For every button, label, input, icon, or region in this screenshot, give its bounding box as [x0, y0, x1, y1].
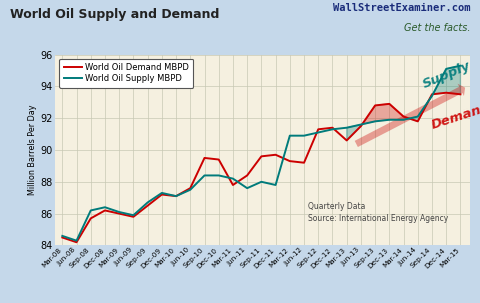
World Oil Demand MBPD	[315, 128, 321, 131]
Text: WallStreetExaminer.com: WallStreetExaminer.com	[333, 3, 470, 13]
World Oil Demand MBPD	[102, 209, 108, 212]
World Oil Supply MBPD	[259, 180, 264, 184]
World Oil Demand MBPD	[173, 194, 179, 198]
World Oil Demand MBPD	[60, 236, 65, 239]
World Oil Demand MBPD	[216, 158, 222, 161]
World Oil Supply MBPD	[401, 118, 407, 122]
World Oil Supply MBPD	[73, 239, 79, 242]
World Oil Demand MBPD	[358, 124, 364, 128]
World Oil Supply MBPD	[386, 118, 392, 122]
World Oil Supply MBPD	[372, 119, 378, 123]
World Oil Demand MBPD	[159, 193, 165, 196]
Y-axis label: Million Barrels Per Day: Million Barrels Per Day	[28, 105, 37, 195]
World Oil Demand MBPD	[344, 139, 349, 142]
World Oil Supply MBPD	[145, 201, 151, 204]
World Oil Supply MBPD	[131, 213, 136, 217]
World Oil Demand MBPD	[88, 217, 94, 220]
World Oil Supply MBPD	[216, 174, 222, 177]
World Oil Supply MBPD	[116, 210, 122, 214]
World Oil Demand MBPD	[131, 215, 136, 219]
Text: Get the facts.: Get the facts.	[404, 23, 470, 33]
World Oil Supply MBPD	[457, 64, 463, 68]
World Oil Demand MBPD	[202, 156, 207, 160]
World Oil Supply MBPD	[344, 126, 349, 130]
World Oil Demand MBPD	[386, 102, 392, 106]
Text: World Oil Supply and Demand: World Oil Supply and Demand	[10, 8, 219, 21]
World Oil Demand MBPD	[301, 161, 307, 165]
World Oil Supply MBPD	[173, 194, 179, 198]
World Oil Supply MBPD	[330, 128, 336, 131]
World Oil Supply MBPD	[244, 186, 250, 190]
World Oil Supply MBPD	[273, 183, 278, 187]
World Oil Demand MBPD	[244, 174, 250, 177]
World Oil Demand MBPD	[330, 126, 336, 130]
World Oil Demand MBPD	[372, 104, 378, 107]
World Oil Demand MBPD	[429, 92, 435, 96]
World Oil Supply MBPD	[315, 131, 321, 134]
World Oil Supply MBPD	[187, 188, 193, 191]
World Oil Demand MBPD	[187, 186, 193, 190]
World Oil Demand MBPD	[457, 92, 463, 96]
World Oil Supply MBPD	[415, 115, 420, 118]
World Oil Supply MBPD	[444, 67, 449, 71]
Text: Quarterly Data
Source: International Energy Agency: Quarterly Data Source: International Ene…	[309, 202, 449, 222]
Legend: World Oil Demand MBPD, World Oil Supply MBPD: World Oil Demand MBPD, World Oil Supply …	[60, 59, 193, 88]
World Oil Demand MBPD	[273, 153, 278, 157]
World Oil Supply MBPD	[301, 134, 307, 138]
World Oil Supply MBPD	[429, 94, 435, 98]
Text: Demand: Demand	[429, 101, 480, 132]
Line: World Oil Supply MBPD: World Oil Supply MBPD	[62, 66, 460, 241]
World Oil Supply MBPD	[202, 174, 207, 177]
World Oil Supply MBPD	[230, 177, 236, 181]
Text: Supply: Supply	[420, 59, 473, 91]
World Oil Demand MBPD	[401, 115, 407, 118]
World Oil Demand MBPD	[415, 119, 420, 123]
World Oil Supply MBPD	[159, 191, 165, 195]
Line: World Oil Demand MBPD: World Oil Demand MBPD	[62, 93, 460, 242]
World Oil Demand MBPD	[287, 159, 293, 163]
World Oil Demand MBPD	[145, 204, 151, 208]
World Oil Supply MBPD	[102, 205, 108, 209]
World Oil Demand MBPD	[116, 212, 122, 215]
World Oil Supply MBPD	[60, 234, 65, 238]
World Oil Demand MBPD	[230, 183, 236, 187]
World Oil Demand MBPD	[444, 91, 449, 95]
World Oil Supply MBPD	[358, 123, 364, 126]
World Oil Demand MBPD	[259, 155, 264, 158]
World Oil Supply MBPD	[88, 209, 94, 212]
World Oil Demand MBPD	[73, 240, 79, 244]
World Oil Supply MBPD	[287, 134, 293, 138]
